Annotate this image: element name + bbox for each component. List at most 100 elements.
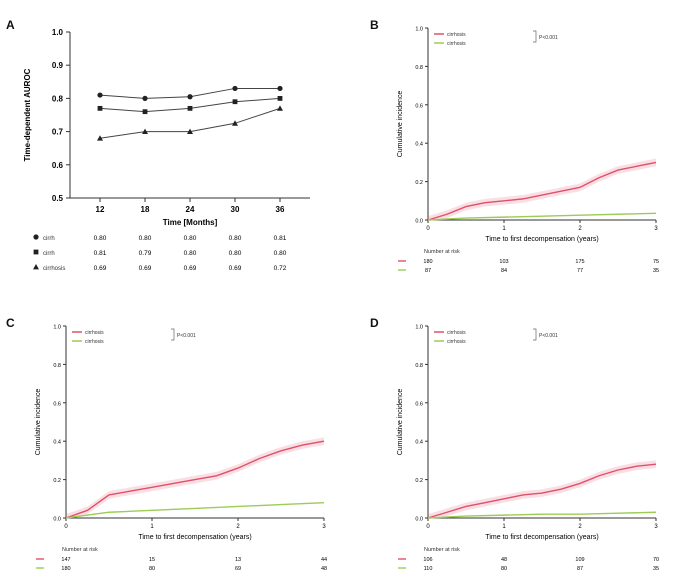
x-axis-title: Time to first decompensation (years): [485, 236, 598, 243]
chart-panel-c: 0.0 0.2 0.4 0.6 0.8 1.0 0 1 2 3 Time to first deco…: [35, 325, 327, 573]
x-tick-label: 36: [276, 205, 285, 214]
x-tick-label: 1: [150, 524, 154, 530]
y-tick-label: 0.8: [52, 94, 64, 103]
y-tick-label: 0.7: [52, 128, 64, 137]
data-point: [97, 105, 103, 111]
risk-table-title: Number at risk: [424, 249, 460, 255]
risk-cell: 44: [321, 557, 327, 563]
y-tick-label: 0.6: [53, 401, 61, 407]
data-point: [232, 99, 238, 105]
incidence-curve: [65, 440, 325, 519]
risk-cell: 110: [424, 566, 433, 572]
y-tick-label: 0.2: [415, 180, 423, 186]
table-cell: 0.81: [274, 235, 287, 242]
data-point: [187, 105, 193, 111]
legend-note: P<0.001: [177, 333, 196, 339]
risk-cell: 106: [423, 557, 432, 563]
risk-cell: 80: [149, 566, 155, 572]
data-point: [232, 85, 238, 92]
legend-bracket: [533, 30, 537, 43]
legend-bracket: [171, 328, 175, 341]
table-cell: 0.80: [94, 235, 107, 242]
data-point: [97, 135, 103, 141]
data-point: [232, 120, 238, 126]
incidence-curve: [427, 212, 657, 221]
table-cell: 0.80: [229, 250, 242, 257]
table-cell: 0.80: [184, 250, 197, 257]
incidence-curve: [427, 161, 657, 221]
x-axis-title: Time to first decompensation (years): [138, 534, 251, 541]
y-tick-label: 0.5: [52, 194, 64, 203]
table-row-label: cirrh: [43, 236, 55, 242]
panel-label-a: A: [6, 18, 15, 32]
legend-label: cirrhosis: [85, 330, 104, 336]
risk-cell: 70: [653, 557, 659, 563]
table-cell: 0.81: [94, 250, 107, 257]
x-tick-label: 12: [96, 205, 105, 214]
risk-cell: 13: [235, 557, 241, 563]
legend-note: P<0.001: [539, 333, 558, 339]
data-point: [187, 94, 193, 100]
table-row-marker: [33, 264, 39, 270]
x-tick-label: 0: [64, 524, 68, 530]
y-tick-label: 0.2: [53, 478, 61, 484]
y-tick-label: 1.0: [53, 325, 61, 331]
table-cell: 0.79: [139, 250, 152, 257]
risk-cell: 35: [653, 268, 659, 274]
risk-cell: 48: [501, 557, 507, 563]
incidence-curve: [65, 501, 325, 519]
panel-label-d: D: [370, 316, 379, 330]
table-cell: 0.69: [139, 265, 152, 272]
table-row-label: cirrh: [43, 251, 55, 257]
y-axis-title: Cumulative incidence: [397, 91, 404, 158]
x-tick-label: 24: [186, 205, 195, 214]
y-tick-label: 0.9: [52, 61, 64, 70]
y-tick-label: 0.8: [415, 65, 423, 71]
y-tick-label: 0.0: [415, 517, 423, 523]
x-tick-label: 0: [426, 226, 430, 232]
table-cell: 0.69: [229, 265, 242, 272]
risk-cell: 180: [423, 259, 432, 265]
y-tick-label: 1.0: [415, 325, 423, 331]
risk-cell: 48: [321, 566, 327, 572]
y-tick-label: 0.4: [415, 440, 423, 446]
x-tick-label: 18: [141, 205, 150, 214]
legend-label: cirrhosis: [447, 330, 466, 336]
x-tick-label: 3: [322, 524, 326, 530]
x-axis-title: Time to first decompensation (years): [485, 534, 598, 541]
risk-cell: 77: [577, 268, 583, 274]
y-axis-title: Cumulative incidence: [397, 389, 404, 456]
chart-panel-a: 0.5 0.6 0.7 0.8 0.9 1.0 12 18 24 30 36 Time [Months…: [23, 28, 310, 272]
risk-cell: 103: [499, 259, 508, 265]
risk-cell: 69: [235, 566, 241, 572]
table-cell: 0.69: [184, 265, 197, 272]
x-tick-label: 2: [578, 524, 582, 530]
table-cell: 0.80: [229, 235, 242, 242]
incidence-curve: [427, 463, 657, 519]
data-point: [277, 96, 283, 101]
legend-bracket: [533, 328, 537, 341]
y-tick-label: 0.4: [53, 440, 61, 446]
y-tick-label: 0.6: [52, 161, 64, 170]
risk-cell: 180: [61, 566, 70, 572]
table-row-marker: [33, 234, 39, 240]
table-cell: 0.80: [139, 235, 152, 242]
table-cell: 0.72: [274, 265, 287, 272]
data-point: [277, 105, 283, 111]
incidence-curve: [427, 511, 657, 519]
y-tick-label: 0.0: [53, 517, 61, 523]
confidence-band: [428, 158, 656, 220]
risk-cell: 147: [61, 557, 70, 563]
legend-label: cirrhosis: [85, 339, 104, 345]
data-point: [142, 109, 148, 115]
table-cell: 0.80: [184, 235, 197, 242]
risk-cell: 87: [577, 566, 583, 572]
legend-label: cirrhosis: [447, 32, 466, 38]
data-point: [97, 92, 103, 98]
x-tick-label: 1: [502, 226, 506, 232]
y-tick-label: 0.6: [415, 103, 423, 109]
table-row-label: cirrhosis: [43, 266, 65, 272]
risk-cell: 84: [501, 268, 507, 274]
x-tick-label: 0: [426, 524, 430, 530]
data-point: [187, 128, 193, 134]
